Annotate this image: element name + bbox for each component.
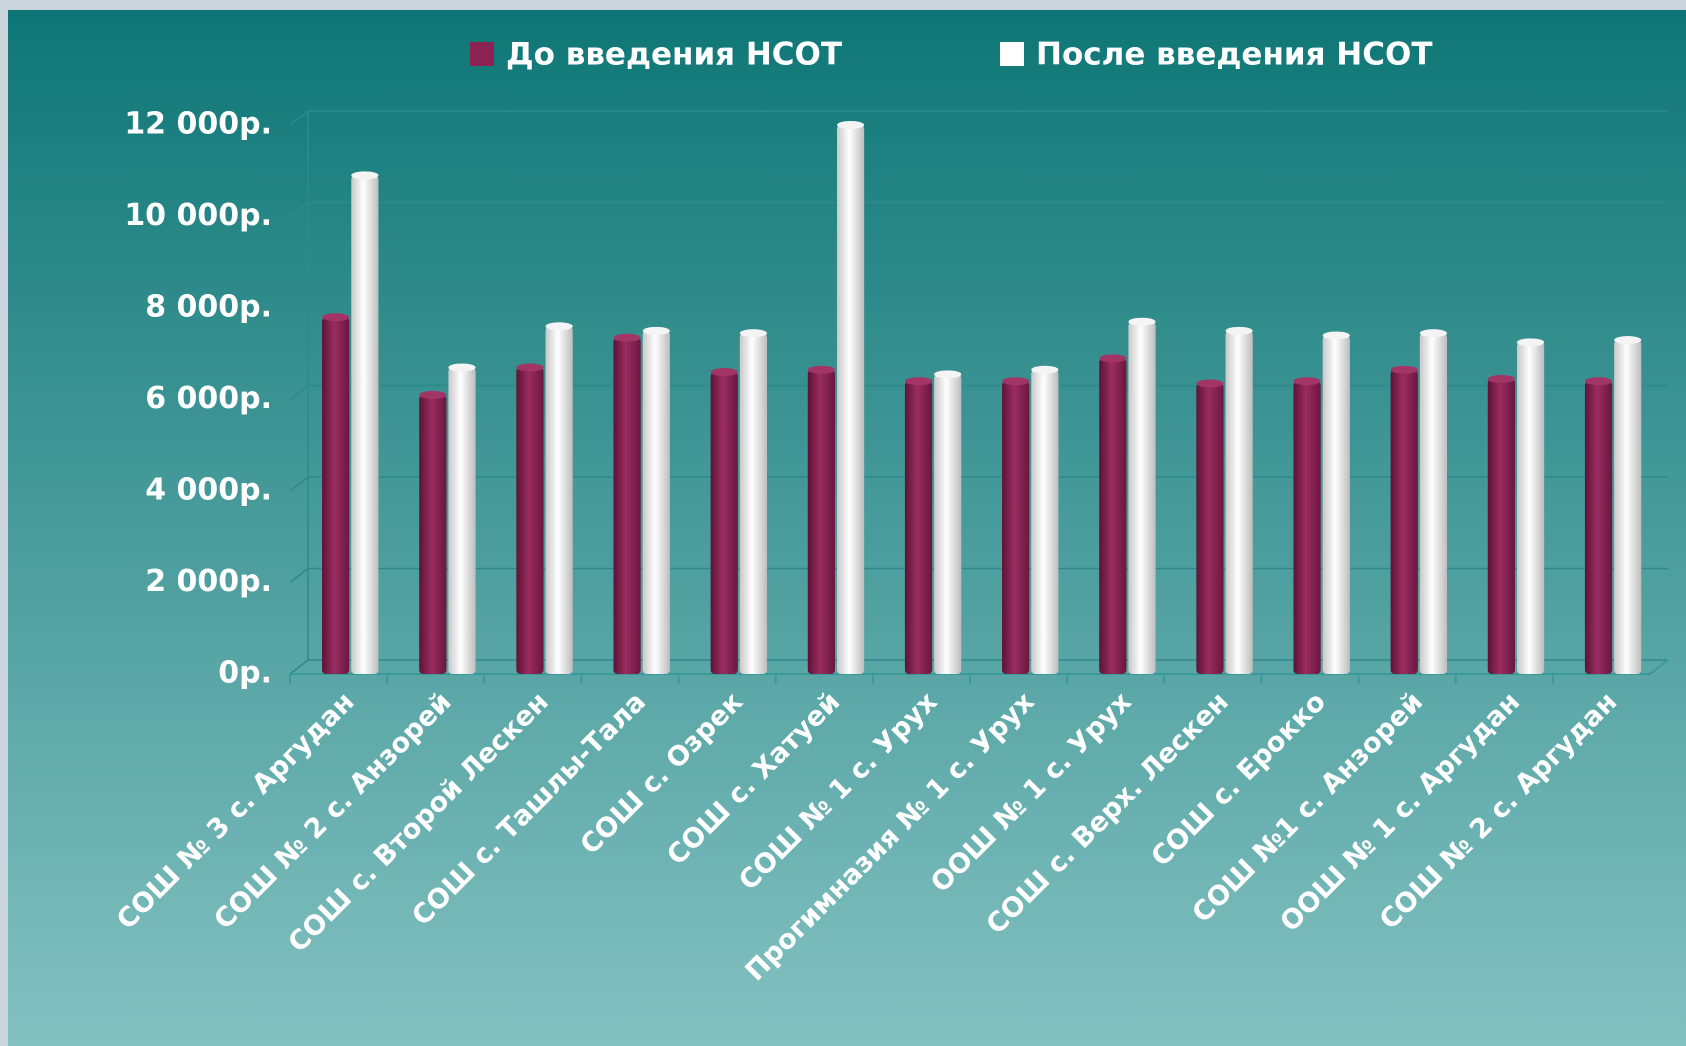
bar-cap [710, 368, 738, 377]
bar [1002, 381, 1030, 674]
bar-cap [1196, 379, 1224, 388]
y-tick-label: 10 000р. [124, 198, 272, 233]
bar-cap [1225, 326, 1253, 335]
bar [1196, 383, 1224, 674]
bar [1516, 342, 1545, 674]
bar-cap [1584, 377, 1613, 386]
bar [1584, 381, 1613, 674]
bar [1419, 333, 1448, 674]
grid-line [289, 567, 309, 584]
grid-line [289, 476, 309, 492]
bar-cap [1516, 338, 1545, 347]
bar-cap [419, 390, 447, 399]
bar-cap [1487, 374, 1515, 383]
bar [934, 374, 962, 674]
bar-cap [1099, 354, 1127, 363]
bar-cap [642, 326, 670, 335]
y-tick-label: 8 000р. [145, 290, 272, 325]
y-tick-label: 12 000р. [124, 107, 272, 142]
legend-swatch [470, 42, 494, 66]
bar [448, 367, 476, 674]
bar [419, 394, 447, 674]
grid-line [289, 659, 309, 675]
bar [1128, 321, 1156, 674]
bar-cap [1390, 365, 1418, 374]
bar-cap [1002, 377, 1030, 386]
bar [1487, 378, 1515, 674]
legend-swatch [1000, 42, 1024, 66]
bar-cap [613, 333, 641, 342]
grid-line [289, 293, 309, 309]
bar [351, 175, 379, 674]
grid-line [289, 384, 309, 401]
bar [739, 333, 768, 674]
bar [1225, 330, 1253, 674]
bar-cap [1031, 365, 1059, 374]
y-tick-label: 0р. [218, 656, 272, 691]
bar [1322, 335, 1350, 674]
bar-cap [739, 329, 768, 338]
bar-cap [545, 322, 573, 331]
bar [322, 317, 350, 674]
bar-cap [1614, 336, 1642, 345]
bar-cap [1322, 331, 1350, 340]
bar [613, 337, 641, 674]
bar-cap [1128, 317, 1156, 326]
bar-cap [322, 313, 350, 322]
y-tick-label: 4 000р. [145, 473, 272, 508]
bar-cap [836, 121, 865, 129]
bar [1099, 358, 1127, 674]
grid-line [289, 201, 309, 218]
bar [836, 125, 865, 674]
bar-cap [1293, 377, 1321, 386]
bar [710, 372, 738, 674]
bar [904, 381, 933, 674]
axis [1649, 659, 1669, 675]
legend-label: После введения НСОТ [1036, 37, 1433, 73]
bar [1390, 369, 1418, 674]
bar-cap [516, 363, 544, 372]
bar-cap [807, 365, 835, 374]
bar-cap [934, 370, 962, 379]
bar [1614, 340, 1642, 674]
bar-cap [351, 171, 379, 180]
bar [516, 367, 544, 674]
y-tick-label: 2 000р. [145, 564, 272, 599]
grid-line [289, 110, 309, 126]
bar [807, 369, 835, 674]
y-tick-label: 6 000р. [145, 381, 272, 416]
bar [1031, 369, 1059, 674]
bar [642, 330, 670, 674]
bar-cap [904, 377, 933, 386]
bar-cap [448, 363, 476, 372]
legend-label: До введения НСОТ [506, 37, 842, 73]
bar [1293, 381, 1321, 674]
bar [545, 326, 573, 674]
bar-cap [1419, 329, 1448, 338]
